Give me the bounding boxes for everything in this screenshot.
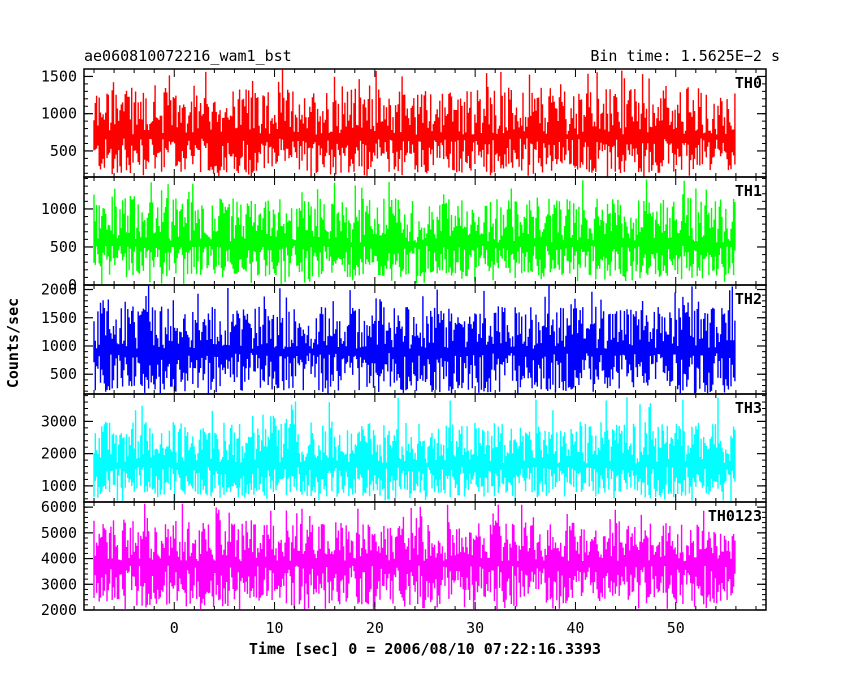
series-th0123 (93, 503, 736, 610)
panel-th0: 500 1000 1500 TH0 (41, 67, 767, 178)
panel-label: TH2 (735, 290, 762, 308)
x-tick-label: 30 (466, 619, 484, 637)
x-axis-label: Time [sec] 0 = 2006/08/10 07:22:16.3393 (249, 640, 601, 658)
y-tick-label: 2000 (41, 445, 77, 463)
y-tick-label: 0 (68, 276, 77, 294)
y-tick-label: 500 (50, 365, 77, 383)
y-tick-label: 2000 (41, 281, 77, 299)
series-th0 (93, 69, 736, 177)
y-tick-label: 1000 (41, 200, 77, 218)
panel-th1: 0 500 1000 TH1 (41, 176, 767, 294)
panel-th0123: 2000 3000 4000 5000 6000 TH0123 (41, 498, 767, 619)
series-th2 (93, 285, 736, 394)
y-tick-label: 3000 (41, 575, 77, 593)
y-tick-label: 5000 (41, 524, 77, 542)
panel-label: TH1 (735, 182, 762, 200)
panel-th3: 1000 2000 3000 TH3 (41, 393, 767, 503)
panel-th2: 500 1000 1500 2000 TH2 (41, 281, 767, 395)
panel-frame (83, 501, 767, 611)
series-th3 (93, 397, 736, 502)
x-tick-label: 20 (366, 619, 384, 637)
x-tick-label: 0 (170, 619, 179, 637)
y-tick-label: 6000 (41, 498, 77, 516)
y-tick-label: 1000 (41, 477, 77, 495)
y-tick-label: 1000 (41, 337, 77, 355)
y-tick-label: 2000 (41, 601, 77, 619)
y-tick-label: 1500 (41, 67, 77, 85)
x-tick-label: 10 (266, 619, 284, 637)
panel-label: TH0 (735, 74, 762, 92)
series-th1 (93, 179, 736, 285)
x-tick-label: 50 (667, 619, 685, 637)
chart-title: ae060810072216_wam1_bst (84, 47, 292, 65)
bin-time-label: Bin time: 1.5625E−2 s (590, 47, 780, 65)
panel-label: TH0123 (708, 507, 762, 525)
panels-group: 500 1000 1500 TH0 0 500 1000 TH1 500 1000 1500 2000… (41, 67, 767, 619)
x-axis: 0 10 20 30 40 50 (170, 619, 685, 637)
y-tick-label: 4000 (41, 550, 77, 568)
y-tick-label: 500 (50, 142, 77, 160)
y-tick-label: 3000 (41, 412, 77, 430)
y-tick-label: 500 (50, 238, 77, 256)
y-axis-label: Counts/sec (4, 298, 22, 388)
y-tick-label: 1500 (41, 309, 77, 327)
x-tick-label: 40 (566, 619, 584, 637)
y-tick-label: 1000 (41, 105, 77, 123)
panel-label: TH3 (735, 399, 762, 417)
